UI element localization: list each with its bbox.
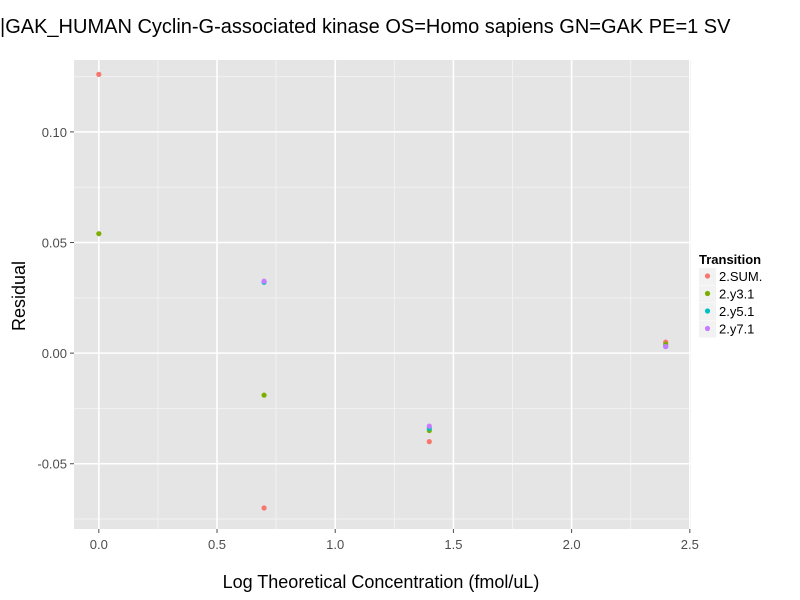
- legend-label: 2.SUM.: [719, 269, 762, 284]
- plot-panel: [74, 60, 691, 529]
- x-tick-label: 1.0: [326, 537, 344, 552]
- legend-title: Transition: [699, 252, 761, 267]
- x-axis: 0.0 0.5 1.0 1.5 2.0 2.5: [90, 529, 699, 552]
- major-gridlines: [74, 60, 691, 529]
- legend-key-1: [704, 273, 711, 279]
- chart-title: |GAK_HUMAN Cyclin-G-associated kinase OS…: [0, 16, 731, 38]
- x-axis-title: Log Theoretical Concentration (fmol/uL): [223, 572, 540, 592]
- x-tick-label: 0.0: [90, 537, 108, 552]
- data-point: [426, 439, 432, 445]
- data-point: [426, 423, 432, 429]
- legend-key-2: [704, 290, 711, 297]
- legend-key-3: [704, 308, 711, 314]
- y-axis-title: Residual: [9, 261, 29, 331]
- legend-label: 2.y7.1: [719, 322, 754, 337]
- x-tick-label: 1.5: [444, 537, 462, 552]
- y-tick-label: 0.00: [42, 346, 67, 361]
- data-point: [261, 392, 267, 398]
- data-point: [96, 71, 102, 77]
- data-point: [261, 278, 267, 284]
- y-tick-label: 0.05: [42, 236, 67, 251]
- legend-label: 2.y3.1: [719, 287, 754, 302]
- x-tick-label: 2.5: [681, 537, 699, 552]
- y-tick-label: 0.10: [42, 125, 67, 140]
- x-tick-label: 0.5: [208, 537, 226, 552]
- legend-items: 2.SUM. 2.y3.1 2.y5.1 2.y7.1: [699, 268, 762, 338]
- minor-gridlines: [74, 60, 691, 529]
- legend-label: 2.y5.1: [719, 304, 754, 319]
- data-point: [261, 505, 267, 511]
- legend: Transition 2.SUM. 2.y3.1 2.y5.1 2.y7.1: [699, 252, 762, 338]
- legend-key-4: [704, 325, 711, 332]
- data-points: [96, 71, 669, 511]
- x-tick-label: 2.0: [563, 537, 581, 552]
- data-point: [663, 343, 669, 350]
- y-tick-label: -0.05: [37, 457, 67, 472]
- data-point: [96, 231, 102, 237]
- y-axis: -0.05 0.00 0.05 0.10: [37, 125, 74, 472]
